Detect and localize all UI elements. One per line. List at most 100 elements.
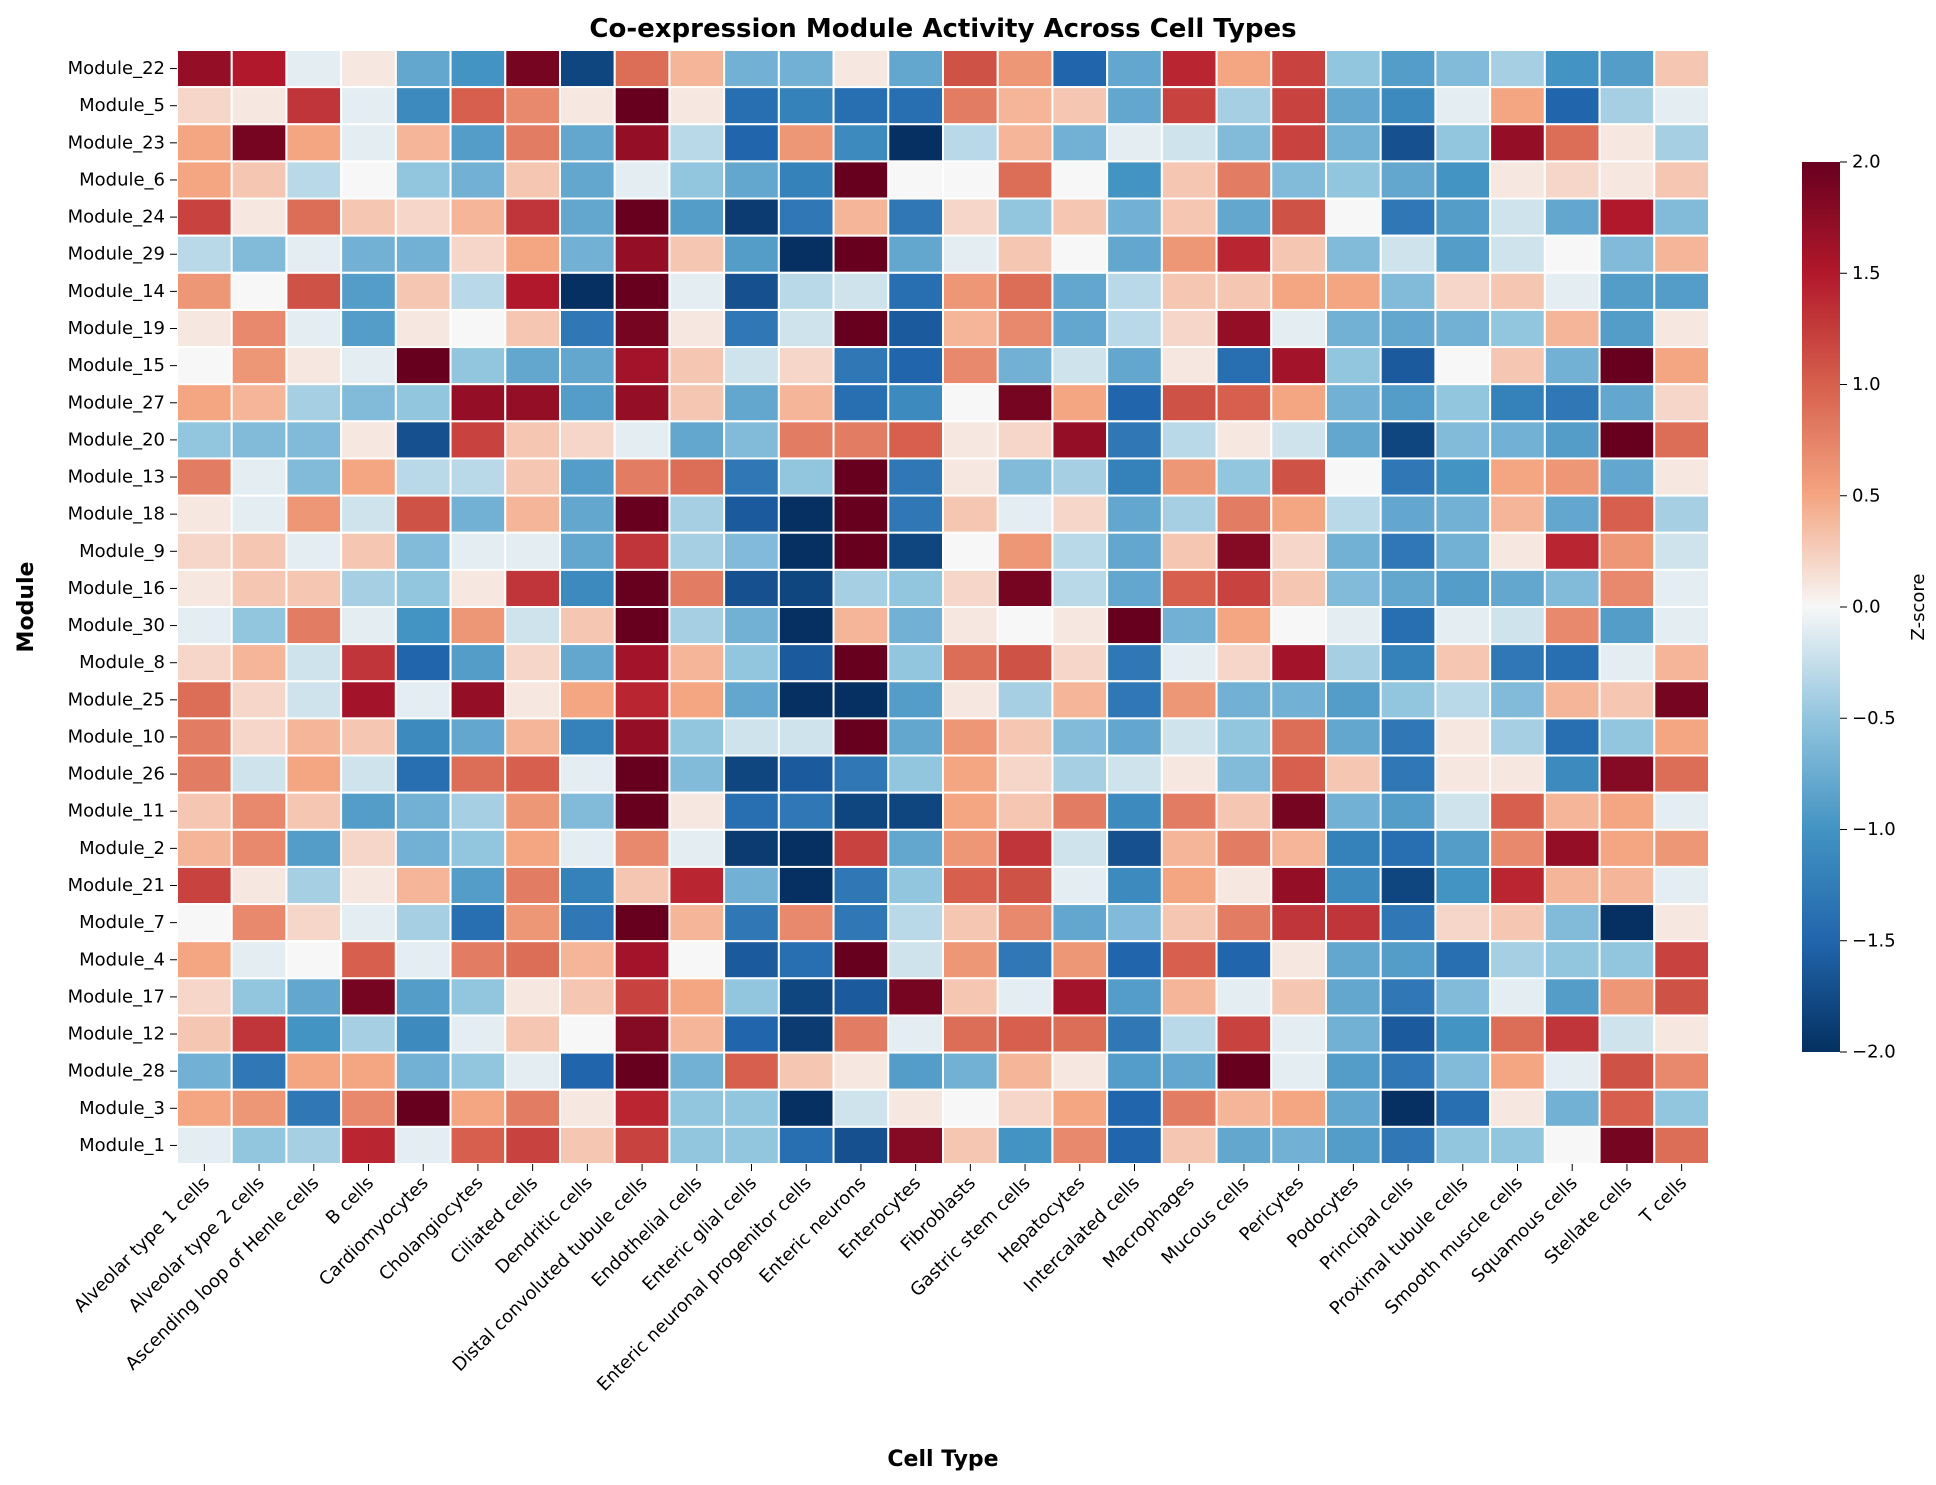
heatmap-cell <box>723 865 780 906</box>
heatmap-cell <box>996 383 1054 423</box>
heatmap-cell <box>1325 271 1382 311</box>
heatmap-cell <box>1160 234 1218 274</box>
heatmap-cell <box>559 494 616 534</box>
heatmap-cell <box>1160 86 1218 126</box>
heatmap-cell <box>996 531 1054 571</box>
heatmap-cell <box>887 754 944 794</box>
row-label: Module_4 <box>79 949 165 970</box>
heatmap-cell <box>1051 903 1109 943</box>
y-axis-label: Module <box>14 562 39 653</box>
heatmap-cell <box>942 160 999 200</box>
heatmap-cell <box>559 123 616 163</box>
heatmap-cell <box>1543 680 1601 720</box>
heatmap-cell <box>559 903 616 943</box>
heatmap-cell <box>285 754 343 794</box>
heatmap-cell <box>1051 1051 1109 1091</box>
row-label: Module_29 <box>68 244 165 265</box>
heatmap-cell <box>449 568 507 608</box>
heatmap-cell <box>1379 680 1437 720</box>
heatmap-cell <box>1653 1125 1711 1165</box>
heatmap-cell <box>394 123 452 163</box>
heatmap-cell <box>176 1051 233 1091</box>
heatmap-cell <box>723 160 780 200</box>
row-label: Module_14 <box>68 281 165 302</box>
heatmap-cell <box>340 1088 397 1128</box>
heatmap-cell <box>777 828 835 868</box>
heatmap-cell <box>1489 754 1546 794</box>
heatmap-cell <box>832 271 890 311</box>
heatmap-cell <box>1379 49 1437 89</box>
row-label: Module_28 <box>68 1061 165 1082</box>
heatmap-cell <box>1598 568 1656 608</box>
heatmap-cell <box>1489 791 1546 831</box>
heatmap-cell <box>613 977 671 1017</box>
heatmap-cell <box>1434 457 1492 497</box>
heatmap-cell <box>1325 308 1382 349</box>
heatmap-cell <box>340 865 397 906</box>
heatmap-cell <box>942 1088 999 1128</box>
heatmap-cell <box>1434 49 1492 89</box>
heatmap-cell <box>1215 346 1273 386</box>
heatmap-cell <box>1160 49 1218 89</box>
heatmap-cell <box>1215 977 1273 1017</box>
heatmap-cell <box>1051 383 1109 423</box>
heatmap-cell <box>1325 457 1382 497</box>
heatmap-cell <box>1051 828 1109 868</box>
heatmap-cell <box>1051 346 1109 386</box>
heatmap-cell <box>942 754 999 794</box>
row-label: Module_18 <box>68 504 165 525</box>
heatmap-cell <box>887 308 944 349</box>
heatmap-cell <box>230 606 288 646</box>
heatmap-cell <box>176 643 233 683</box>
heatmap-cell <box>942 606 999 646</box>
heatmap-cell <box>340 680 397 720</box>
heatmap-cell <box>1325 49 1382 89</box>
heatmap-cell <box>340 1051 397 1091</box>
heatmap-cell <box>559 197 616 237</box>
heatmap-cell <box>394 234 452 274</box>
row-label: Module_21 <box>68 875 165 896</box>
colorbar-tick-label: 2.0 <box>1852 152 1881 173</box>
heatmap-cell <box>1379 457 1437 497</box>
heatmap-cell <box>1270 568 1328 608</box>
heatmap-cell <box>887 86 944 126</box>
heatmap-cell <box>504 457 562 497</box>
heatmap-cell <box>504 531 562 571</box>
heatmap-cell <box>1379 828 1437 868</box>
heatmap-cell <box>996 977 1054 1017</box>
heatmap-cell <box>832 791 890 831</box>
heatmap-cell <box>887 494 944 534</box>
heatmap-cell <box>1489 383 1546 423</box>
heatmap-cell <box>996 606 1054 646</box>
heatmap-cell <box>285 828 343 868</box>
heatmap-cell <box>613 86 671 126</box>
heatmap-cell <box>394 197 452 237</box>
heatmap-cell <box>887 123 944 163</box>
heatmap-cell <box>176 865 233 906</box>
heatmap-cell <box>285 383 343 423</box>
heatmap-cell <box>1379 308 1437 349</box>
heatmap-cell <box>176 383 233 423</box>
heatmap-cell <box>559 754 616 794</box>
heatmap-cell <box>1379 531 1437 571</box>
colorbar-tick-label: 0.0 <box>1852 597 1881 618</box>
heatmap-cell <box>394 1125 452 1165</box>
heatmap-cell <box>668 977 726 1017</box>
heatmap-cell <box>1379 717 1437 757</box>
heatmap-cell <box>942 940 999 980</box>
heatmap-cell <box>1325 160 1382 200</box>
heatmap-cell <box>996 1051 1054 1091</box>
heatmap-cell <box>1160 494 1218 534</box>
colorbar-label: Z-score <box>1908 574 1929 641</box>
heatmap-cell <box>942 903 999 943</box>
heatmap-cell <box>1215 457 1273 497</box>
heatmap-cell <box>942 383 999 423</box>
heatmap-cell <box>1215 680 1273 720</box>
heatmap-cell <box>449 531 507 571</box>
column-label: Distal convoluted tubule cells <box>449 1173 652 1376</box>
heatmap-cell <box>832 828 890 868</box>
heatmap-cell <box>1270 717 1328 757</box>
heatmap-cell <box>176 123 233 163</box>
heatmap-cell <box>1543 791 1601 831</box>
colorbar-tick-label: −1.5 <box>1852 930 1896 951</box>
